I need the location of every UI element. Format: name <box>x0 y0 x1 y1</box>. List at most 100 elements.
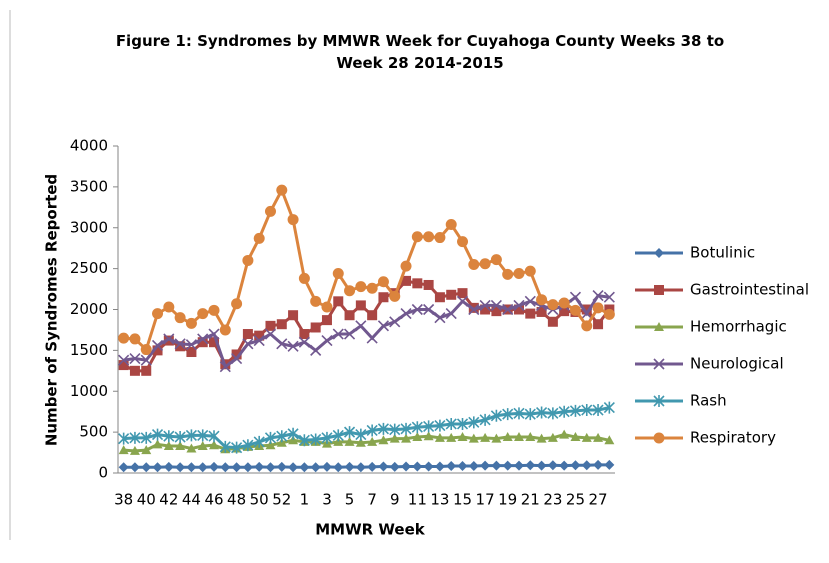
point <box>434 419 446 432</box>
point <box>525 308 536 319</box>
point <box>254 330 265 341</box>
point <box>140 354 152 366</box>
point <box>141 365 152 376</box>
point <box>570 460 581 471</box>
point <box>401 461 412 472</box>
series-line <box>122 279 611 373</box>
point <box>276 184 288 196</box>
point <box>389 316 401 328</box>
point <box>219 440 231 453</box>
y-axis-label: Number of Syndromes Reported <box>43 174 61 446</box>
point <box>344 461 355 472</box>
point <box>491 433 502 443</box>
point <box>175 462 186 473</box>
series: Rash <box>118 392 727 454</box>
point <box>310 433 322 446</box>
point <box>446 432 457 442</box>
point <box>141 445 152 455</box>
point <box>457 432 468 442</box>
point <box>524 265 536 277</box>
y-tick-label: 1000 <box>70 382 108 400</box>
y-tick-label: 3500 <box>70 177 108 195</box>
point <box>163 430 175 443</box>
point <box>592 404 604 417</box>
point <box>242 439 254 452</box>
point <box>434 292 445 303</box>
point <box>264 205 276 217</box>
point <box>502 460 513 471</box>
point <box>174 431 186 444</box>
point <box>559 429 570 439</box>
point <box>231 349 242 360</box>
x-tick-label: 11 <box>408 491 427 509</box>
point <box>377 422 390 435</box>
y-tick-label: 1500 <box>70 341 108 359</box>
point <box>513 268 525 280</box>
legend-marker <box>654 322 664 331</box>
x-axis-label: MMWR Week <box>315 521 426 539</box>
point <box>524 295 536 307</box>
point <box>129 445 140 455</box>
point <box>434 432 445 442</box>
legend-label: Rash <box>690 392 727 410</box>
point <box>377 320 390 332</box>
series: Neurological <box>118 290 784 373</box>
series: Hemorrhagic <box>118 318 787 455</box>
point <box>344 436 355 446</box>
point <box>332 328 344 340</box>
legend-marker <box>653 432 665 444</box>
point <box>118 360 129 371</box>
point <box>253 435 265 448</box>
point <box>366 282 378 294</box>
point <box>400 308 412 320</box>
point <box>569 304 581 316</box>
point <box>378 461 389 472</box>
point <box>333 436 344 446</box>
y-tick-label: 2500 <box>70 259 108 277</box>
point <box>151 339 164 352</box>
point <box>468 416 480 429</box>
point <box>219 324 231 336</box>
point <box>231 441 243 454</box>
point <box>412 278 423 289</box>
x-tick-label: 7 <box>367 491 377 509</box>
point <box>378 292 389 303</box>
y-tick-label: 2000 <box>70 300 108 318</box>
legend-label: Botulinic <box>690 244 755 262</box>
x-tick-label: 27 <box>589 491 608 509</box>
point <box>513 299 525 311</box>
point <box>603 401 615 414</box>
point <box>412 461 423 472</box>
x-tick-label: 50 <box>250 491 269 509</box>
x-tick-label: 23 <box>543 491 562 509</box>
point <box>175 341 186 352</box>
point <box>445 308 457 320</box>
point <box>434 461 445 472</box>
point <box>423 431 434 441</box>
series: Respiratory <box>118 184 776 447</box>
point <box>242 254 254 266</box>
point <box>264 431 277 444</box>
point <box>175 441 186 451</box>
point <box>287 427 299 440</box>
point <box>208 328 220 340</box>
x-tick-label: 3 <box>322 491 332 509</box>
point <box>468 461 479 472</box>
y-tick-label: 0 <box>98 464 108 482</box>
point <box>502 303 514 316</box>
point <box>456 295 469 307</box>
point <box>400 422 412 435</box>
point <box>344 285 356 297</box>
series-line <box>123 293 610 370</box>
point <box>118 462 129 473</box>
point <box>525 460 536 471</box>
point <box>592 290 604 302</box>
point <box>276 430 288 443</box>
point <box>310 295 322 307</box>
x-tick-label: 40 <box>137 491 156 509</box>
legend-label: Respiratory <box>690 429 776 447</box>
point <box>480 432 491 442</box>
point <box>456 417 469 430</box>
point <box>276 437 287 447</box>
point <box>513 432 524 442</box>
